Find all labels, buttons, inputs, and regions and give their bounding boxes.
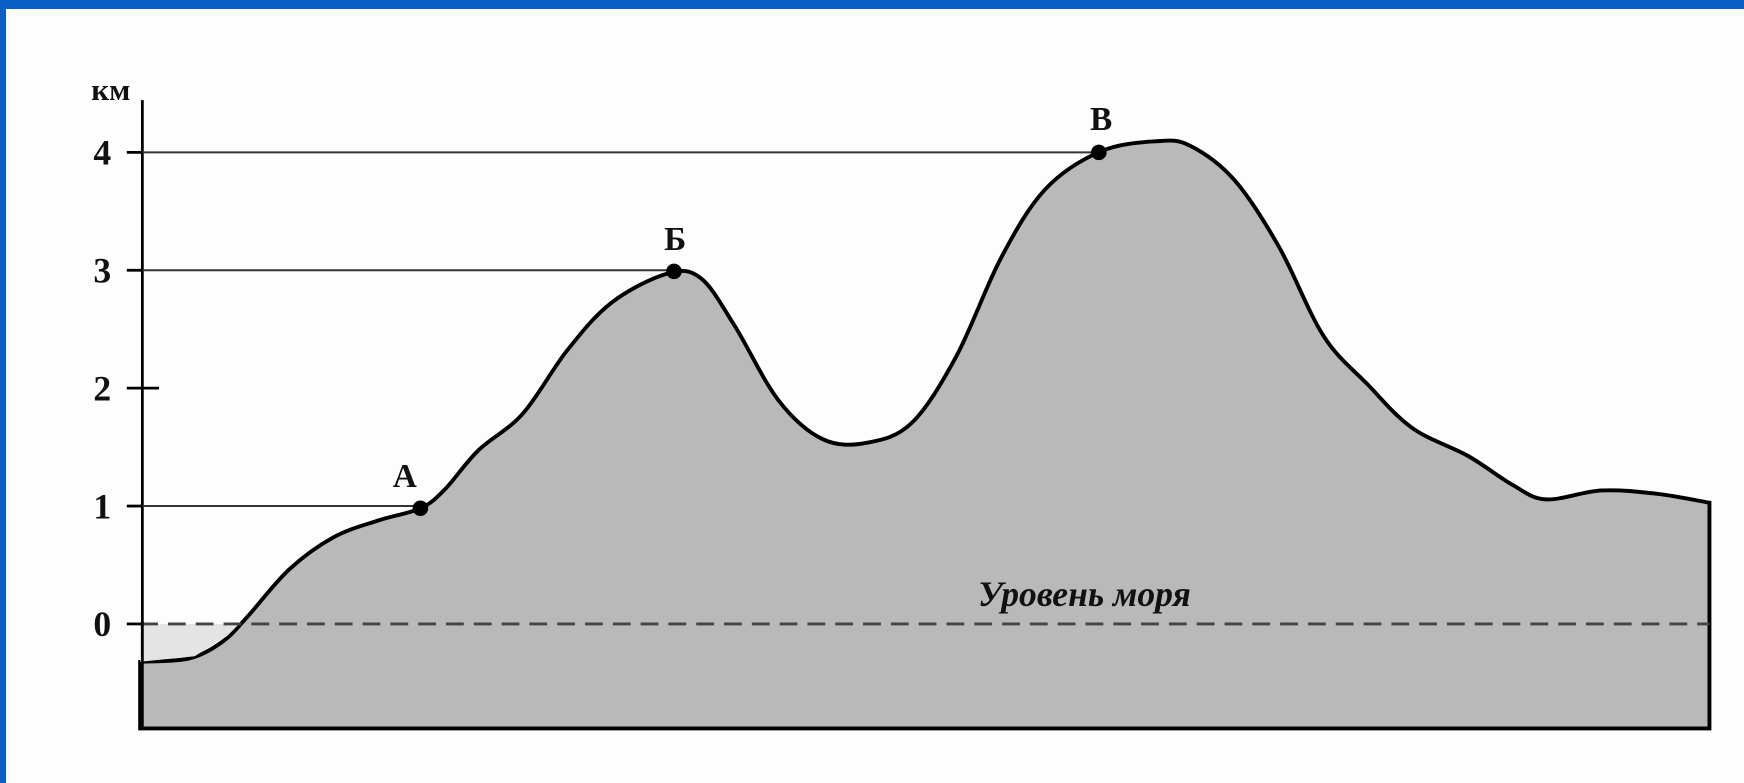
terrain: [140, 141, 1709, 729]
diagram: км 4 3 2 1 0 А Б В Уровень моря: [0, 0, 1744, 783]
point: [666, 264, 682, 280]
point-label: А: [393, 458, 417, 495]
tick-label: 2: [93, 368, 111, 408]
point: [413, 500, 429, 516]
point-label: В: [1090, 101, 1112, 138]
tick-label: 3: [93, 250, 111, 290]
axis-unit: км: [91, 72, 130, 107]
tick-label: 1: [93, 486, 111, 526]
point-label: Б: [664, 221, 686, 258]
profile: км 4 3 2 1 0 А Б В Уровень моря: [91, 72, 1709, 728]
tick-label: 0: [93, 604, 111, 644]
tick-label: 4: [93, 133, 111, 173]
sea-level-label: Уровень моря: [978, 574, 1191, 614]
point: [1091, 145, 1107, 161]
